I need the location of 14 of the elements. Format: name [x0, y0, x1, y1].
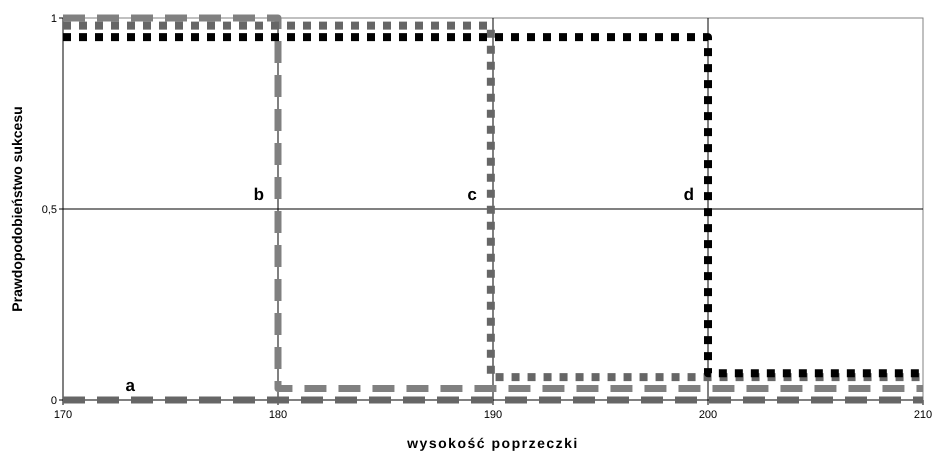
annotation: b — [254, 185, 264, 204]
y-tick-label: 0 — [50, 395, 57, 407]
annotation: a — [126, 376, 136, 395]
y-axis-title: Prawdopodobieństwo sukcesu — [9, 106, 25, 312]
x-tick-label: 180 — [268, 409, 288, 421]
x-tick-label: 190 — [484, 409, 502, 421]
y-tick-label: 1 — [50, 13, 57, 25]
annotation: d — [684, 185, 694, 204]
y-tick-label: 0,5 — [42, 204, 57, 216]
x-tick-label: 210 — [914, 409, 932, 421]
x-tick-label: 200 — [698, 409, 718, 421]
x-axis-title: wysokość poprzeczki — [406, 435, 579, 451]
x-tick-label: 170 — [54, 409, 72, 421]
annotation: c — [467, 185, 477, 204]
